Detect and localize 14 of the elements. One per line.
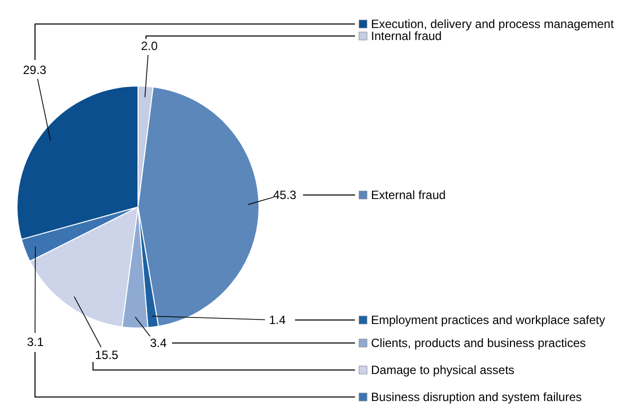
legend-label: Clients, products and business practices: [371, 336, 586, 350]
legend-label: External fraud: [371, 188, 446, 202]
data-label: 45.3: [273, 188, 297, 202]
legend-label: Business disruption and system failures: [371, 390, 582, 404]
data-label: 3.1: [27, 335, 44, 349]
data-label: 29.3: [23, 63, 47, 77]
data-label: 1.4: [269, 313, 286, 327]
data-label: 2.0: [141, 39, 158, 53]
legend-label: Damage to physical assets: [371, 363, 514, 377]
legend-label: Internal fraud: [371, 29, 442, 43]
data-label: 3.4: [150, 336, 168, 350]
legend-label: Execution, delivery and process management: [371, 17, 614, 31]
data-label: 15.5: [95, 348, 119, 362]
legend-label: Employment practices and workplace safety: [371, 313, 606, 327]
